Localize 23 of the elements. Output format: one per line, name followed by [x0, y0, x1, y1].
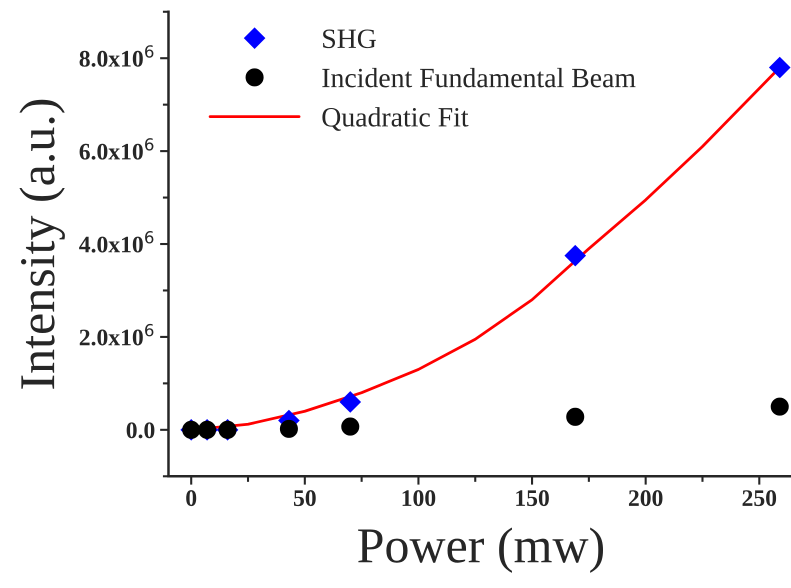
point	[564, 245, 586, 266]
point	[341, 418, 360, 436]
point	[769, 56, 790, 78]
y-tick-label: 6.0x10$^{6}$	[80, 138, 154, 160]
x-tick-label: 150	[516, 490, 549, 506]
legend-label: SHG	[323, 29, 376, 48]
x-axis-title: Power (mw)	[358, 528, 604, 573]
y-tick-label: 2.0x10$^{6}$	[80, 324, 154, 346]
x-tick-label: 250	[742, 490, 776, 506]
legend-label: Incident Fundamental Beam	[322, 68, 636, 88]
x-tick-label: 0	[186, 490, 196, 506]
point	[280, 420, 298, 438]
point	[566, 408, 584, 426]
y-tick-label: 0.0	[126, 422, 154, 438]
point	[340, 391, 361, 412]
y-tick-label: 8.0x10$^{6}$	[80, 45, 154, 67]
y-axis-title: Intensity (a.u.)	[19, 100, 65, 389]
legend-label: Quadratic Fit	[322, 107, 468, 131]
x-tick-label: 200	[628, 490, 662, 506]
x-tick-label: 100	[402, 490, 436, 506]
y-tick-label: 4.0x10$^{6}$	[79, 231, 154, 253]
x-tick-label: 50	[294, 490, 316, 506]
point	[770, 398, 789, 416]
